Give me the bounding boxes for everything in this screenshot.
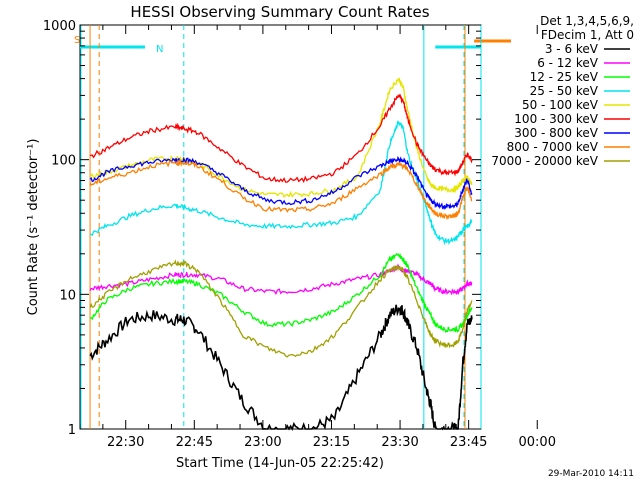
- legend: Det 1,3,4,5,6,9, FDecim 1, Att 0 3 - 6 k…: [491, 14, 634, 168]
- legend-header-2: FDecim 1, Att 0: [541, 28, 634, 42]
- marker-label-s: S: [74, 35, 80, 46]
- x-tick-label: 23:15: [313, 435, 350, 450]
- series-line: [89, 120, 473, 246]
- series-line: [89, 158, 473, 221]
- y-tick-label: 1000: [43, 19, 76, 34]
- legend-label: 100 - 300 keV: [514, 112, 598, 126]
- x-tick-label: 23:30: [381, 435, 418, 450]
- legend-label: 7000 - 20000 keV: [491, 154, 598, 168]
- series-line: [89, 263, 473, 296]
- x-axis-label: Start Time (14-Jun-05 22:25:42): [176, 456, 384, 471]
- series-line: [89, 304, 473, 431]
- y-tick-label: 100: [51, 154, 76, 169]
- legend-label: 50 - 100 keV: [522, 98, 599, 112]
- series-layer: [89, 77, 473, 431]
- y-axis-label: Count Rate (s⁻¹ detector⁻¹): [26, 139, 41, 316]
- x-tick-label: 00:00: [519, 435, 556, 450]
- timestamp: 29-Mar-2010 14:11: [548, 469, 634, 479]
- marker-label-n: N: [156, 44, 163, 55]
- x-tick-label: 22:45: [176, 435, 213, 450]
- y-tick-label: 1: [68, 423, 76, 438]
- series-line: [89, 77, 473, 199]
- legend-label: 3 - 6 keV: [545, 42, 599, 56]
- chart-title: HESSI Observing Summary Count Rates: [130, 3, 429, 21]
- legend-label: 300 - 800 keV: [514, 126, 598, 140]
- x-tick-label: 23:00: [244, 435, 281, 450]
- legend-label: 6 - 12 keV: [537, 56, 599, 70]
- series-line: [89, 259, 473, 358]
- x-tick-label: 23:45: [450, 435, 487, 450]
- legend-label: 800 - 7000 keV: [507, 140, 599, 154]
- legend-label: 25 - 50 keV: [530, 84, 599, 98]
- orbit-markers: [80, 25, 511, 429]
- x-tick-label: 22:30: [107, 435, 144, 450]
- y-tick-label: 10: [59, 288, 76, 303]
- legend-label: 12 - 25 keV: [530, 70, 599, 84]
- series-line: [89, 252, 473, 333]
- legend-header-1: Det 1,3,4,5,6,9,: [540, 14, 634, 28]
- series-line: [89, 93, 473, 184]
- axes-layer: 1 10 100 1000 22:30 22:45 23:00 23:15 23:30 23:45…: [43, 19, 556, 450]
